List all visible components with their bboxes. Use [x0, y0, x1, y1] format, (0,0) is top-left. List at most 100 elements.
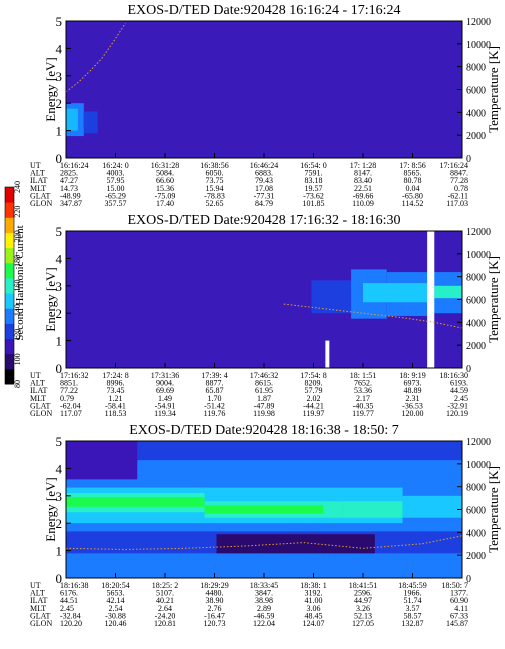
table-cell: 8851. — [60, 379, 78, 388]
table-cell: -73.62 — [303, 191, 324, 200]
colorbar-swatch — [5, 217, 14, 233]
table-cell: 122.04 — [253, 619, 275, 628]
table-cell: -54.91 — [155, 401, 176, 410]
colorbar-frame — [4, 186, 15, 385]
table-cell: 17:39: 4 — [201, 371, 227, 380]
table-cell: 120.19 — [446, 409, 468, 418]
table-cell: 44.59 — [450, 386, 468, 395]
table-cell: -16.47 — [204, 611, 225, 620]
table-cell: 8877. — [206, 379, 224, 388]
spectrogram-background — [66, 21, 462, 158]
y-axis-label: Energy [eV] — [43, 267, 58, 331]
table-cell: 8847. — [450, 169, 468, 178]
table-cell: 61.95 — [255, 386, 273, 395]
table-cell: 117.07 — [60, 409, 82, 418]
table-cell: 110.09 — [352, 199, 374, 208]
colorbar-swatch — [5, 353, 14, 370]
table-cell: 2.89 — [257, 604, 271, 613]
y-tick-label: 1 — [56, 124, 63, 139]
table-cell: 17:16:24 — [440, 161, 468, 170]
table-cell: 6973. — [404, 379, 422, 388]
y-right-tick-label: 2000 — [466, 341, 486, 352]
table-cell: 1377. — [450, 589, 468, 598]
table-cell: 18: 9:19 — [399, 371, 425, 380]
table-cell: 3.26 — [356, 604, 370, 613]
table-cell: 1.87 — [257, 394, 271, 403]
table-cell: 17.08 — [255, 184, 273, 193]
table-cell: -32.91 — [447, 401, 468, 410]
y-tick-label: 4 — [56, 461, 63, 476]
table-cell: 18:29:29 — [200, 581, 228, 590]
y-right-tick-label: 12000 — [466, 227, 491, 238]
spectrogram-band — [66, 497, 205, 507]
table-cell: 2825. — [60, 169, 78, 178]
ephemeris-table: UT 18:16:38 18:20:54 18:25: 2 18:29:29 18:33:… — [30, 581, 468, 628]
table-cell: 17.40 — [156, 199, 174, 208]
y-tick-label: 4 — [56, 41, 63, 56]
table-cell: 1966. — [404, 589, 422, 598]
y-right-tick-label: 12000 — [466, 437, 491, 448]
table-cell: 22.51 — [354, 184, 372, 193]
table-cell: 5084. — [156, 169, 174, 178]
table-cell: 127.05 — [352, 619, 374, 628]
colorbar-swatch — [5, 323, 14, 340]
colorbar-swatch — [5, 232, 14, 249]
ephemeris-table: UT 16:16:24 16:24: 0 16:31:28 16:38:56 16:46:… — [30, 161, 468, 208]
y-right-axis-label: Temperature [K] — [486, 256, 501, 343]
table-cell: 119.76 — [204, 409, 226, 418]
spectrogram-band — [363, 283, 431, 303]
table-row-label: MLT — [30, 604, 46, 613]
spectrogram-band — [66, 441, 138, 480]
spectrogram-band — [343, 501, 403, 518]
panel-title: EXOS-D/TED Date:920428 17:16:32 - 18:16:… — [128, 213, 401, 228]
table-cell: 18: 1:51 — [350, 371, 376, 380]
table-cell: 84.79 — [255, 199, 273, 208]
table-cell: 51.74 — [404, 596, 422, 605]
colorbar-tick-label: 120 — [13, 329, 22, 341]
table-row-label: GLAT — [30, 611, 51, 620]
table-cell: -51.42 — [204, 401, 225, 410]
table-cell: 6050. — [206, 169, 224, 178]
table-cell: 7652. — [354, 379, 372, 388]
y-tick-label: 5 — [56, 224, 63, 239]
panel-3: EXOS-D/TED Date:920428 18:16:38 - 18:50:… — [30, 423, 501, 628]
y-right-tick-label: 8000 — [466, 483, 486, 494]
table-cell: 69.69 — [156, 386, 174, 395]
table-cell: 119.97 — [303, 409, 325, 418]
table-cell: 47.27 — [60, 176, 78, 185]
table-cell: 38.90 — [206, 596, 224, 605]
table-cell: 0.04 — [406, 184, 420, 193]
table-cell: 8996. — [107, 379, 125, 388]
table-cell: 60.90 — [450, 596, 468, 605]
panel-title: EXOS-D/TED Date:920428 18:16:38 - 18:50:… — [129, 423, 398, 438]
table-cell: 3.57 — [406, 604, 420, 613]
table-cell: 18:33:45 — [250, 581, 278, 590]
colorbar-swatch — [5, 293, 14, 309]
y-tick-label: 0 — [56, 151, 63, 166]
table-cell: 16:54: 0 — [300, 161, 326, 170]
y-tick-label: 5 — [56, 434, 63, 449]
table-row-label: UT — [30, 371, 41, 380]
table-cell: 16:38:56 — [200, 161, 228, 170]
y-right-tick-label: 4000 — [466, 318, 486, 329]
table-cell: 2.31 — [406, 394, 420, 403]
spectrogram-band — [204, 505, 324, 514]
table-cell: 79.43 — [255, 176, 273, 185]
y-tick-label: 3 — [56, 489, 63, 504]
table-cell: -62.04 — [60, 401, 81, 410]
y-right-tick-label: 0 — [466, 154, 471, 165]
y-right-tick-label: 0 — [466, 574, 471, 585]
table-cell: 48.45 — [305, 611, 323, 620]
table-row-label: GLON — [30, 619, 52, 628]
y-axis-label: Energy [eV] — [43, 57, 58, 121]
table-cell: 16:46:24 — [250, 161, 278, 170]
y-tick-label: 3 — [56, 69, 63, 84]
y-tick-label: 2 — [56, 306, 63, 321]
table-cell: -44.21 — [303, 401, 324, 410]
table-cell: 58.57 — [404, 611, 422, 620]
table-cell: 77.28 — [450, 176, 468, 185]
y-tick-label: 0 — [56, 571, 63, 586]
table-cell: 6193. — [450, 379, 468, 388]
table-cell: 357.57 — [105, 199, 127, 208]
table-cell: 114.52 — [402, 199, 424, 208]
